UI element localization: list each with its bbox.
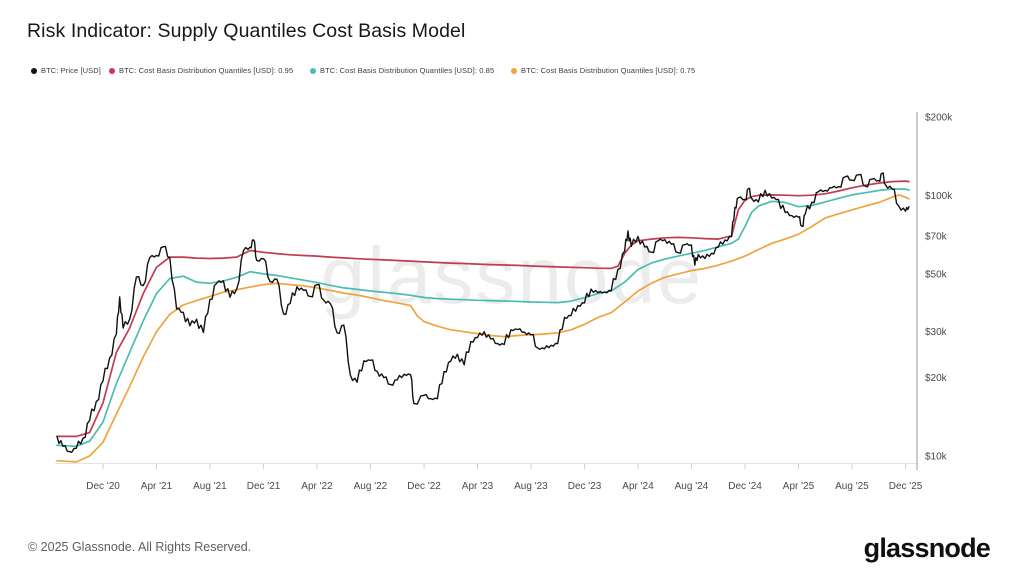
x-tick-label: Aug '23 (514, 481, 548, 492)
x-tick-label: Dec '21 (247, 481, 281, 492)
legend-label: BTC: Cost Basis Distribution Quantiles [… (320, 66, 495, 75)
y-tick-label: $50k (925, 269, 948, 280)
page-title: Risk Indicator: Supply Quantiles Cost Ba… (27, 20, 466, 42)
legend-item-quantile-095[interactable]: BTC: Cost Basis Distribution Quantiles [… (109, 66, 293, 75)
y-tick-label: $200k (925, 113, 953, 124)
x-tick-label: Aug '22 (354, 481, 388, 492)
x-tick-label: Aug '21 (193, 481, 227, 492)
x-tick-label: Apr '21 (141, 481, 173, 492)
footer-copyright: © 2025 Glassnode. All Rights Reserved. (28, 540, 252, 554)
y-tick-label: $70k (925, 231, 948, 242)
legend-item-quantile-085[interactable]: BTC: Cost Basis Distribution Quantiles [… (310, 66, 494, 75)
x-tick-label: Apr '25 (783, 481, 815, 492)
glassnode-watermark: glassnode (320, 231, 704, 320)
y-tick-label: $100k (925, 191, 953, 202)
x-tick-label: Dec '22 (407, 481, 441, 492)
series-line-0 (56, 172, 910, 453)
glassnode-logo: glassnode (863, 533, 991, 563)
series-line-2 (56, 188, 910, 448)
x-tick-label: Apr '22 (301, 481, 333, 492)
legend-label: BTC: Price [USD] (41, 66, 101, 75)
x-tick-label: Dec '24 (728, 481, 762, 492)
legend-label: BTC: Cost Basis Distribution Quantiles [… (119, 66, 294, 75)
x-tick-label: Apr '23 (462, 481, 494, 492)
series-line-1 (56, 180, 910, 438)
x-tick-label: Aug '25 (835, 481, 869, 492)
legend-item-quantile-075[interactable]: BTC: Cost Basis Distribution Quantiles [… (511, 66, 695, 75)
legend-dot-q95 (109, 67, 115, 74)
series-line-3 (56, 194, 910, 463)
y-tick-label: $20k (925, 373, 948, 384)
legend-dot-price (31, 67, 37, 74)
y-tick-label: $10k (925, 452, 948, 463)
legend-label: BTC: Cost Basis Distribution Quantiles [… (521, 66, 696, 75)
x-tick-label: Aug '24 (675, 481, 709, 492)
x-tick-label: Apr '24 (622, 481, 654, 492)
x-tick-label: Dec '20 (86, 481, 120, 492)
legend: BTC: Price [USD] BTC: Cost Basis Distrib… (0, 66, 1024, 80)
y-tick-label: $30k (925, 327, 948, 338)
legend-dot-q75 (511, 67, 517, 74)
x-tick-label: Dec '25 (889, 481, 923, 492)
legend-dot-q85 (310, 67, 316, 74)
legend-item-btc-price[interactable]: BTC: Price [USD] (31, 66, 101, 75)
x-tick-label: Dec '23 (568, 481, 602, 492)
